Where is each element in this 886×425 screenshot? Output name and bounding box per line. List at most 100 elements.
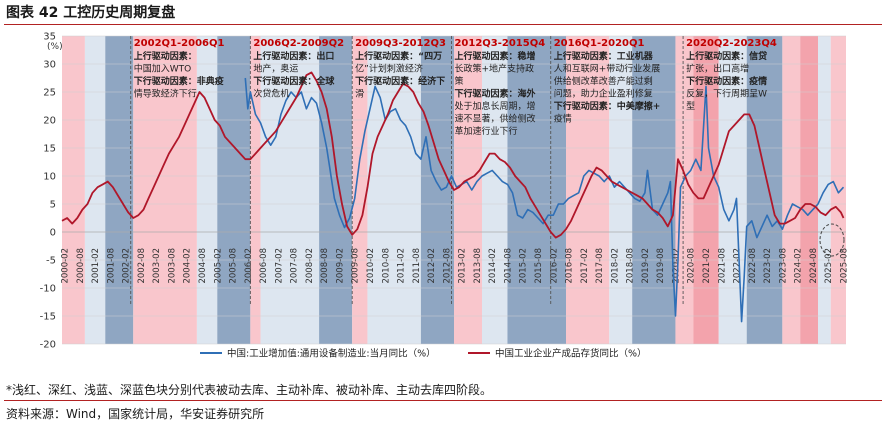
x-tick-label: 2008-02 <box>305 248 315 284</box>
x-tick-label: 2006-02 <box>244 248 254 284</box>
x-tick-label: 2023-02 <box>763 248 773 284</box>
phase-band-passive_restock-7 <box>260 36 320 344</box>
phase-band-passive_destock-18 <box>675 36 694 344</box>
x-tick-label: 2018-02 <box>610 248 620 284</box>
cycle-driver-text: 型 <box>686 101 695 112</box>
x-tick-label: 2001-02 <box>91 248 101 284</box>
x-tick-label: 2005-08 <box>229 248 239 284</box>
y-tick-label: 0 <box>50 228 56 239</box>
x-tick-label: 2015-02 <box>519 248 529 284</box>
current-period-highlight <box>819 223 845 257</box>
x-tick-label: 2017-08 <box>595 248 605 284</box>
cycle-label: 2016Q1-2020Q1 <box>554 38 645 49</box>
y-gridlines <box>62 35 846 345</box>
cycle-label: 2006Q2-2009Q2 <box>253 38 344 49</box>
x-tick-label: 2002-08 <box>137 248 147 284</box>
y-tick-label: -15 <box>40 312 56 323</box>
phase-band-active_destock-8 <box>319 36 353 344</box>
x-tick-label: 2022-08 <box>748 248 758 284</box>
x-tick-label: 2017-02 <box>580 248 590 284</box>
phase-band-passive_destock-0 <box>62 36 85 344</box>
y-tick-label: 35 <box>43 32 56 43</box>
cycle-driver-text: 下行驱动因素：全球 <box>253 75 335 87</box>
phase-band-passive_destock-6 <box>250 36 261 344</box>
cycle-driver-text: 问题，助力企业盈利修复 <box>554 88 653 100</box>
cycle-driver-text: 上行驱动因素：出口 <box>253 50 334 62</box>
x-tick-label: 2012-02 <box>427 248 437 284</box>
figure-title: 图表 42 工控历史周期复盘 <box>6 5 176 21</box>
phase-band-passive_destock-9 <box>352 36 368 344</box>
cycle-driver-text: 人和互联网+带动行业发展 <box>554 63 661 75</box>
cycle-driver-text: 上行驱动因素：工业机器 <box>554 50 654 62</box>
cycle-driver-text: 长政策+地产支持政 <box>454 63 534 75</box>
phase-band-passive_restock-20 <box>718 36 747 344</box>
x-tick-label: 2019-08 <box>656 248 666 284</box>
cycle-driver-text: 上行驱动因素：稳增 <box>454 50 535 62</box>
cycle-driver-text: 反复，下行周期呈W <box>686 88 767 100</box>
cycle-driver-text: 革加速行业下行 <box>454 125 517 137</box>
phase-band-passive_restock-13 <box>482 36 508 344</box>
cycle-driver-text: 下行驱动因素：非典疫 <box>134 75 224 87</box>
x-tick-label: 2008-08 <box>320 248 330 284</box>
cycle-label: 2012Q3-2015Q4 <box>454 38 545 49</box>
x-tick-label: 2009-08 <box>351 248 361 284</box>
cycle-driver-text: 扩张，出口高增 <box>686 63 749 75</box>
x-tick-label: 2007-08 <box>290 248 300 284</box>
x-tick-label: 2016-02 <box>549 248 559 284</box>
x-tick-label: 2024-02 <box>794 248 804 284</box>
phase-band-active_destock-14 <box>507 36 566 344</box>
x-tick-label: 2025-08 <box>839 248 849 284</box>
x-tick-label: 2003-02 <box>152 248 162 284</box>
x-tick-label: 2004-08 <box>198 248 208 284</box>
cycle-driver-text: 供给侧改革改善产能过剩 <box>554 75 653 87</box>
y-tick-label: -5 <box>46 256 56 267</box>
x-tick-label: 2001-08 <box>106 248 116 284</box>
cycle-driver-text: 上行驱动因素： <box>134 50 197 62</box>
phase-band-active_destock-21 <box>746 36 783 344</box>
x-tick-label: 2021-02 <box>702 248 712 284</box>
x-tick-label: 2020-02 <box>671 248 681 284</box>
x-tick-label: 2016-08 <box>565 248 575 284</box>
bottom-rule <box>4 400 882 401</box>
x-tick-label: 2018-08 <box>626 248 636 284</box>
x-tick-label: 2000-08 <box>76 248 86 284</box>
x-tick-label: 2012-08 <box>442 248 452 284</box>
series-line-equipment-output <box>244 77 845 323</box>
x-tick-label: 2000-02 <box>61 248 71 284</box>
x-tick-label: 2020-08 <box>687 248 697 284</box>
series-line-inventory <box>61 71 845 239</box>
phase-band-active_destock-11 <box>420 36 454 344</box>
cycle-driver-text: 次贷危机 <box>253 88 289 100</box>
x-tick-label: 2025-02 <box>824 248 834 284</box>
x-tick-label: 2011-08 <box>412 248 422 284</box>
cycle-driver-text: 下行驱动因素：疫情 <box>686 75 767 87</box>
title-rule <box>4 24 882 25</box>
x-tick-label: 2013-08 <box>473 248 483 284</box>
phase-band-passive_restock-16 <box>609 36 633 344</box>
x-tick-label: 2019-02 <box>641 248 651 284</box>
phase-band-passive_destock-15 <box>566 36 610 344</box>
y-tick-label: -10 <box>40 284 56 295</box>
y-tick-label: 30 <box>43 60 56 71</box>
cycle-driver-text: 速不显著，供给侧改 <box>454 113 535 125</box>
x-tick-label: 2010-08 <box>381 248 391 284</box>
legend-label: 中国工业企业产成品存货同比（%） <box>495 348 647 360</box>
phase-band-active_destock-5 <box>217 36 251 344</box>
cycle-driver-text: 上行驱动因素：“四万 <box>355 50 442 62</box>
x-tick-label: 2009-02 <box>335 248 345 284</box>
x-tick-label: 2011-02 <box>397 248 407 284</box>
legend: 中国:工业增加值:通用设备制造业:当月同比（%） 中国工业企业产成品存货同比（%） <box>200 348 647 360</box>
x-tick-label: 2024-08 <box>809 248 819 284</box>
footnote: *浅红、深红、浅蓝、深蓝色块分别代表被动去库、主动补库、被动补库、主动去库四阶段… <box>6 383 493 397</box>
x-tick-labels: 2000-02 2000-08 2001-02 2001-08 2002-02 2002-… <box>61 248 850 284</box>
x-tick-label: 2014-02 <box>488 248 498 284</box>
x-tick-label: 2023-08 <box>778 248 788 284</box>
x-tick-label: 2003-08 <box>167 248 177 284</box>
cycle-driver-text: 情导致经济下行 <box>134 88 197 100</box>
y-tick-label: -20 <box>40 340 56 351</box>
cycle-driver-text: 下行驱动因素：中美摩擦+ <box>554 100 661 112</box>
y-tick-label: 15 <box>43 144 56 155</box>
cycle-label: 2020Q2-2023Q4 <box>686 38 777 49</box>
legend-label: 中国:工业增加值:通用设备制造业:当月同比（%） <box>227 348 436 360</box>
x-tick-label: 2022-02 <box>733 248 743 284</box>
